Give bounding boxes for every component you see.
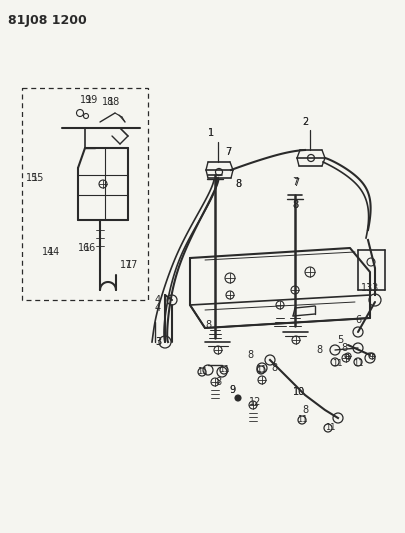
Text: 7: 7 (291, 177, 297, 187)
Text: 16: 16 (84, 243, 96, 253)
Text: 7: 7 (224, 147, 230, 157)
Text: 8: 8 (301, 405, 307, 415)
Text: 14: 14 (48, 247, 60, 257)
Text: 8: 8 (340, 343, 346, 353)
Text: 19: 19 (80, 95, 92, 105)
Text: 7: 7 (292, 178, 298, 188)
Text: 12: 12 (248, 397, 260, 407)
Text: 8: 8 (291, 200, 297, 210)
Circle shape (234, 395, 241, 401)
Text: 18: 18 (108, 97, 120, 107)
Text: 8: 8 (246, 350, 252, 360)
Text: 13: 13 (366, 283, 378, 293)
Text: 2: 2 (301, 117, 307, 127)
Text: 11: 11 (296, 416, 307, 424)
Text: 4: 4 (155, 295, 161, 305)
Text: 13: 13 (360, 283, 372, 293)
Text: 18: 18 (102, 97, 114, 107)
Text: 11: 11 (331, 359, 341, 367)
Text: 8: 8 (214, 377, 220, 387)
Text: 14: 14 (42, 247, 54, 257)
Text: 10: 10 (292, 387, 305, 397)
Text: 11: 11 (324, 423, 335, 432)
Text: 8: 8 (291, 200, 297, 210)
Text: 2: 2 (301, 117, 307, 127)
Text: 1: 1 (207, 128, 213, 138)
Text: 8: 8 (270, 363, 276, 373)
Text: 17: 17 (119, 260, 132, 270)
Text: 1: 1 (207, 128, 213, 138)
Text: 15: 15 (26, 173, 38, 183)
Text: 9: 9 (228, 385, 234, 395)
Text: 11: 11 (218, 366, 229, 375)
Text: 11: 11 (196, 367, 207, 376)
Text: 8: 8 (315, 345, 321, 355)
Text: 3: 3 (155, 337, 161, 347)
Text: 11: 11 (255, 366, 266, 375)
Text: 19: 19 (86, 95, 98, 105)
Text: 6: 6 (354, 315, 360, 325)
Text: 8: 8 (205, 320, 211, 330)
Text: 16: 16 (78, 243, 90, 253)
Text: 11: 11 (352, 359, 362, 367)
Text: 3: 3 (155, 337, 161, 347)
Text: 4: 4 (155, 303, 161, 313)
Text: 5: 5 (336, 335, 342, 345)
Text: 81J08 1200: 81J08 1200 (8, 14, 87, 27)
Text: 9: 9 (228, 385, 234, 395)
Text: 10: 10 (292, 387, 305, 397)
Text: 17: 17 (126, 260, 138, 270)
Text: 7: 7 (224, 147, 230, 157)
Text: 8: 8 (234, 179, 241, 189)
Text: 8: 8 (234, 179, 241, 189)
Text: 15: 15 (32, 173, 44, 183)
